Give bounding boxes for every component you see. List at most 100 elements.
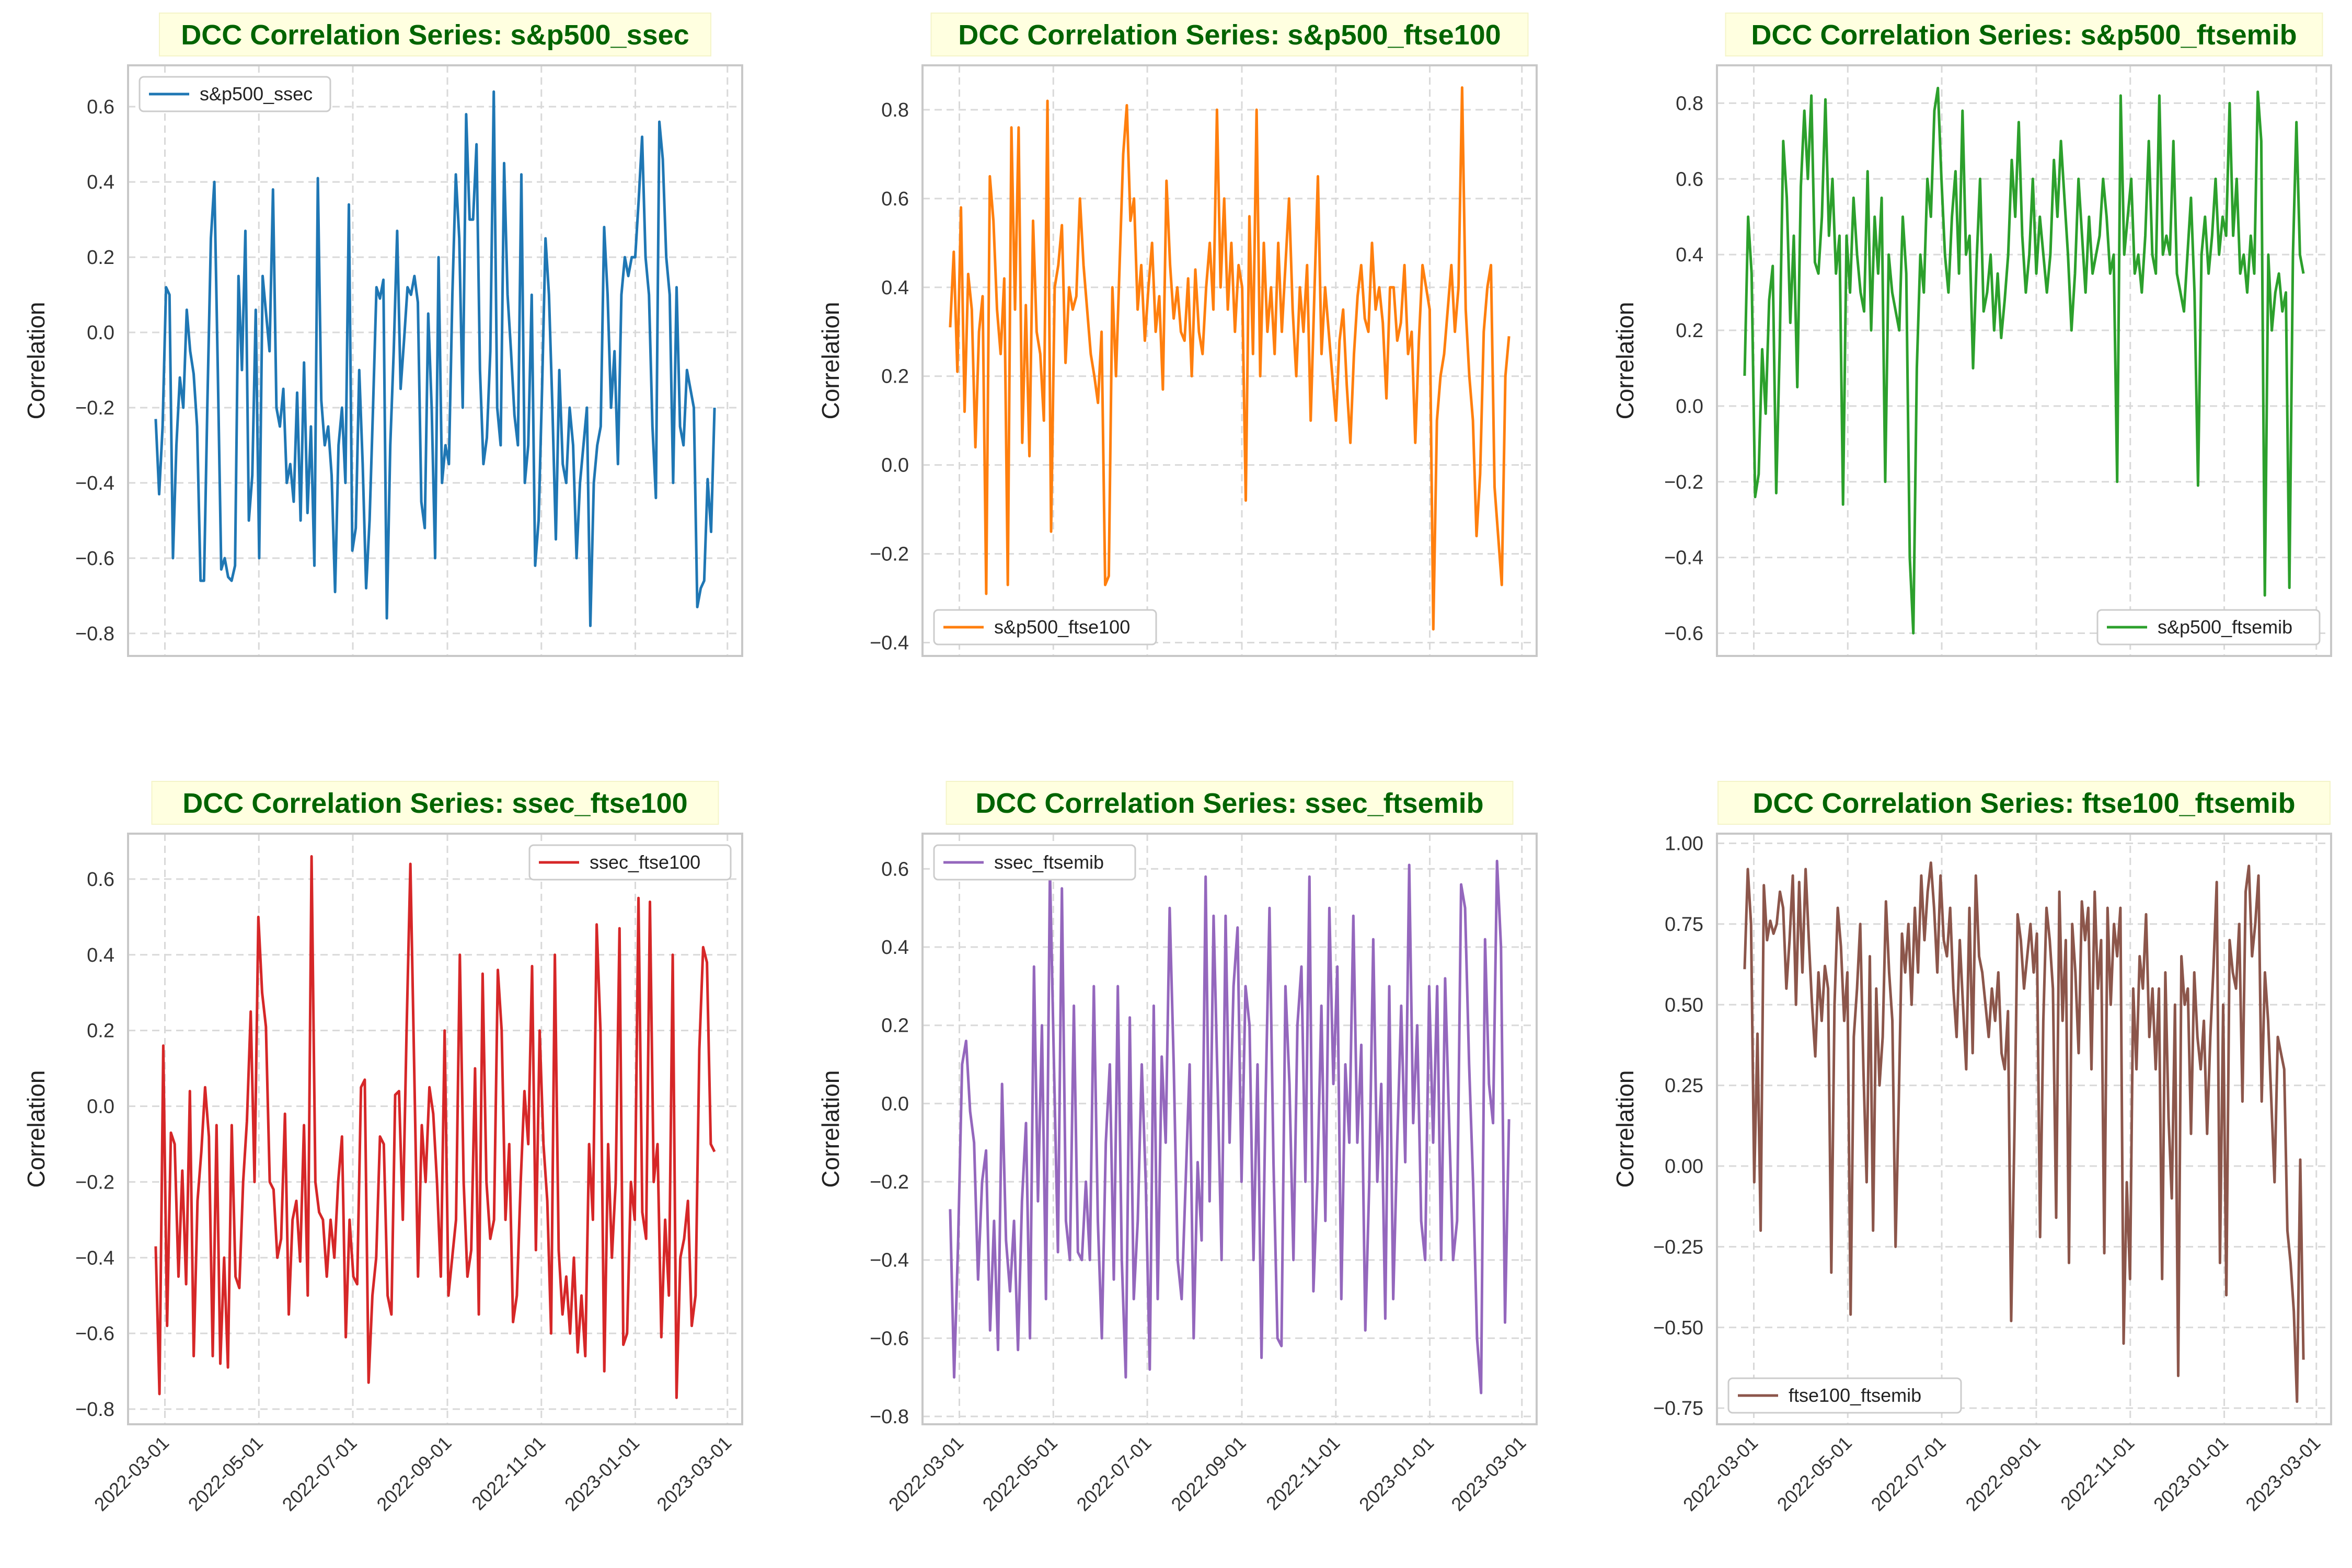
y-axis-label: Correlation xyxy=(817,1070,844,1188)
y-tick-label: 0.4 xyxy=(881,937,909,959)
series-line xyxy=(949,859,1511,1394)
legend-label: s&p500_ftsemib xyxy=(2158,616,2292,638)
y-tick-label: −0.8 xyxy=(75,623,114,645)
y-axis-label: Correlation xyxy=(1611,1070,1639,1188)
title-box xyxy=(930,13,1529,56)
x-tick-label: 2022-11-01 xyxy=(1262,1432,1344,1514)
y-tick-label: 0.75 xyxy=(1665,914,1703,936)
x-tick-label: 2022-07-01 xyxy=(278,1432,361,1515)
y-tick-label: 0.25 xyxy=(1665,1075,1703,1097)
x-tick-label: 2022-05-01 xyxy=(978,1432,1062,1515)
x-tick-label: 2022-09-01 xyxy=(372,1432,455,1515)
y-tick-label: 0.4 xyxy=(881,277,909,299)
series-line xyxy=(1743,861,2305,1403)
subplot-2: 0.8 0.6 0.4 0.2 0.0 −0.2 −0.4 Correlation DCC Co… xyxy=(817,13,1538,657)
legend-box xyxy=(933,609,1157,645)
series-line xyxy=(154,90,716,627)
y-tick-label: 0.2 xyxy=(87,1020,114,1042)
y-tick-label: −0.6 xyxy=(75,548,114,570)
legend: ssec_ftse100 xyxy=(528,844,732,881)
y-tick-label: −0.6 xyxy=(75,1323,114,1345)
y-tick-label: 1.00 xyxy=(1665,833,1703,855)
y-tick-label: −0.75 xyxy=(1653,1398,1703,1420)
y-tick-label: −0.2 xyxy=(75,1171,114,1193)
y-tick-label: −0.2 xyxy=(1664,471,1703,493)
y-tick-label: 0.6 xyxy=(1676,168,1703,190)
title-box xyxy=(159,13,711,56)
y-tick-label: 0.0 xyxy=(87,1096,114,1118)
title-box xyxy=(151,781,719,825)
x-tick-label: 2022-09-01 xyxy=(1961,1432,2044,1515)
y-axis-label: Correlation xyxy=(1611,302,1639,420)
series-line xyxy=(154,855,716,1399)
legend-box xyxy=(1727,1377,1962,1414)
x-tick-label: 2022-11-01 xyxy=(467,1432,549,1514)
y-tick-label: −0.8 xyxy=(870,1406,909,1428)
y-tick-label: 0.0 xyxy=(1676,396,1703,418)
x-tick-label: 2023-01-01 xyxy=(560,1432,643,1515)
axes-frame xyxy=(1716,64,2332,657)
x-tick-label: 2022-05-01 xyxy=(184,1432,267,1515)
y-tick-label: 0.0 xyxy=(87,322,114,344)
legend-label: s&p500_ftse100 xyxy=(994,616,1130,638)
x-tick-label: 2022-03-01 xyxy=(884,1432,967,1515)
x-tick-label: 2023-01-01 xyxy=(1355,1432,1438,1515)
y-tick-label: 0.2 xyxy=(1676,320,1703,342)
y-tick-label: −0.2 xyxy=(870,544,909,566)
chart-title: DCC Correlation Series: ssec_ftse100 xyxy=(182,788,687,819)
y-tick-label: 0.4 xyxy=(87,171,114,193)
x-tick-label: 2023-01-01 xyxy=(2149,1432,2232,1515)
legend: ftse100_ftsemib xyxy=(1727,1377,1962,1414)
y-axis-label: Correlation xyxy=(22,302,50,420)
y-tick-label: −0.6 xyxy=(1664,623,1703,645)
y-axis-label: Correlation xyxy=(22,1070,50,1188)
axes-frame xyxy=(1716,833,2332,1425)
y-tick-label: 0.6 xyxy=(881,188,909,210)
legend: s&p500_ftse100 xyxy=(933,609,1157,645)
title-box xyxy=(1717,781,2331,825)
axes-frame xyxy=(127,64,743,657)
y-tick-label: 0.50 xyxy=(1665,994,1703,1016)
chart-title: DCC Correlation Series: s&p500_ftsemib xyxy=(1751,19,2297,51)
x-tick-label: 2022-03-01 xyxy=(90,1432,173,1515)
axes-frame xyxy=(921,64,1538,657)
title-box xyxy=(946,781,1514,825)
y-tick-label: 0.2 xyxy=(87,247,114,269)
title-box xyxy=(1725,13,2323,56)
chart-title: DCC Correlation Series: ftse100_ftsemib xyxy=(1753,788,2295,819)
legend-label: ssec_ftse100 xyxy=(590,851,700,873)
legend-box xyxy=(528,844,732,881)
subplot-6: 1.00 0.75 0.50 0.25 0.00 −0.25 −0.50 −0.75 2022-… xyxy=(1611,781,2332,1515)
subplot-3: 0.8 0.6 0.4 0.2 0.0 −0.2 −0.4 −0.6 Correlation DC… xyxy=(1611,13,2332,657)
y-tick-label: −0.4 xyxy=(1664,547,1703,569)
legend-box xyxy=(2096,609,2321,645)
x-tick-label: 2023-03-01 xyxy=(1447,1432,1530,1515)
x-tick-label: 2022-03-01 xyxy=(1679,1432,1762,1515)
x-tick-label: 2023-03-01 xyxy=(652,1432,735,1515)
legend-label: s&p500_ssec xyxy=(200,83,313,105)
x-tick-label: 2022-09-01 xyxy=(1167,1432,1250,1515)
y-tick-label: −0.2 xyxy=(870,1171,909,1193)
y-tick-label: −0.2 xyxy=(75,397,114,419)
y-tick-label: 0.4 xyxy=(87,944,114,966)
legend-label: ssec_ftsemib xyxy=(994,851,1104,873)
x-tick-label: 2022-05-01 xyxy=(1773,1432,1856,1515)
legend: s&p500_ftsemib xyxy=(2096,609,2321,645)
legend-box xyxy=(933,844,1136,881)
x-tick-label: 2022-11-01 xyxy=(2056,1432,2138,1514)
plot-area xyxy=(923,65,1537,656)
chart-title: DCC Correlation Series: s&p500_ftse100 xyxy=(958,19,1501,51)
y-tick-label: 0.8 xyxy=(881,99,909,121)
y-tick-label: 0.6 xyxy=(87,869,114,891)
y-tick-label: 0.6 xyxy=(881,858,909,880)
series-line xyxy=(1743,87,2305,635)
chart-title: DCC Correlation Series: s&p500_ssec xyxy=(181,19,689,51)
y-tick-label: 0.00 xyxy=(1665,1156,1703,1178)
y-tick-label: 0.4 xyxy=(1676,244,1703,266)
legend-box xyxy=(139,76,331,112)
y-tick-label: −0.6 xyxy=(870,1328,909,1350)
y-tick-label: 0.6 xyxy=(87,96,114,118)
